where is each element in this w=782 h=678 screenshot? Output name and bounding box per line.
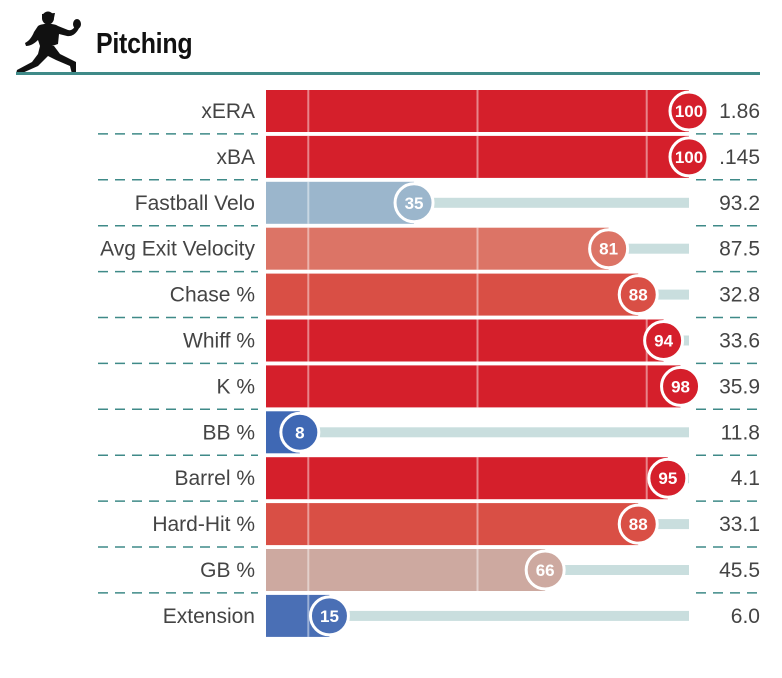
percentile-badge (279, 411, 321, 453)
percentile-badge (617, 503, 659, 545)
percentile-badge (588, 228, 630, 270)
pitcher-silhouette-icon (14, 10, 96, 82)
stat-value: 11.8 (721, 421, 760, 444)
page-title: Pitching (96, 28, 193, 60)
category-label: K % (216, 375, 255, 398)
percentile-badge-label: 88 (629, 515, 648, 534)
category-label: Barrel % (174, 467, 255, 490)
category-label: Whiff % (183, 330, 255, 353)
category-label: GB % (200, 559, 255, 582)
bar-xera (266, 90, 689, 132)
stat-value: 45.5 (719, 559, 760, 582)
percentile-badge-label: 98 (671, 377, 690, 396)
percentile-badge (668, 136, 710, 178)
percentile-badge-label: 100 (675, 102, 703, 121)
category-label: Chase % (170, 284, 255, 307)
category-label: Extension (163, 605, 255, 628)
header-divider (16, 72, 760, 75)
bar-k- (266, 365, 681, 408)
bar-gb- (266, 549, 546, 591)
percentile-badge-label: 66 (536, 561, 555, 580)
percentile-badge-label: 8 (295, 423, 304, 442)
stat-value: 6.0 (731, 605, 760, 628)
section-header: Pitching (0, 0, 782, 85)
bar-chase- (266, 273, 639, 316)
stat-value: 33.6 (719, 330, 760, 353)
stat-value: 32.8 (719, 284, 760, 307)
stat-value: 87.5 (719, 238, 760, 261)
percentile-badge (668, 90, 710, 132)
percentile-badge (647, 457, 689, 499)
percentile-badge (643, 320, 685, 361)
bar-track (266, 427, 689, 438)
bar-hard-hit- (266, 503, 639, 546)
percentile-badge (660, 365, 702, 407)
category-label: Avg Exit Velocity (100, 238, 255, 261)
category-label: xBA (216, 146, 255, 169)
percentile-badge-label: 100 (675, 148, 703, 167)
percentile-badge (524, 549, 566, 591)
stat-value: 1.86 (719, 100, 760, 123)
bar-xba (266, 135, 689, 178)
stat-value: 93.2 (719, 192, 760, 215)
bar-whiff- (266, 319, 664, 362)
bar-track (266, 197, 689, 208)
stat-value: 4.1 (731, 467, 760, 490)
percentile-badge-label: 95 (658, 469, 677, 488)
percentile-badge (308, 595, 350, 637)
category-label: BB % (202, 421, 255, 444)
bar-avg-exit-velocity (266, 227, 609, 270)
percentile-badge (617, 274, 659, 316)
bar-track (266, 610, 689, 621)
stat-value: .145 (719, 146, 760, 169)
bar-fastball-velo (266, 181, 415, 224)
percentile-badge-label: 15 (320, 607, 339, 626)
category-label: Hard-Hit % (152, 513, 255, 536)
percentile-badge-label: 94 (654, 332, 673, 351)
percentile-badge-label: 88 (629, 286, 648, 305)
category-label: Fastball Velo (135, 192, 255, 215)
percentile-badge-label: 35 (405, 194, 424, 213)
category-label: xERA (201, 100, 255, 123)
percentile-badge-label: 81 (599, 240, 618, 259)
stat-value: 35.9 (719, 375, 760, 398)
stat-value: 33.1 (719, 513, 760, 536)
percentile-badge (393, 182, 435, 224)
bar-barrel- (266, 457, 668, 500)
